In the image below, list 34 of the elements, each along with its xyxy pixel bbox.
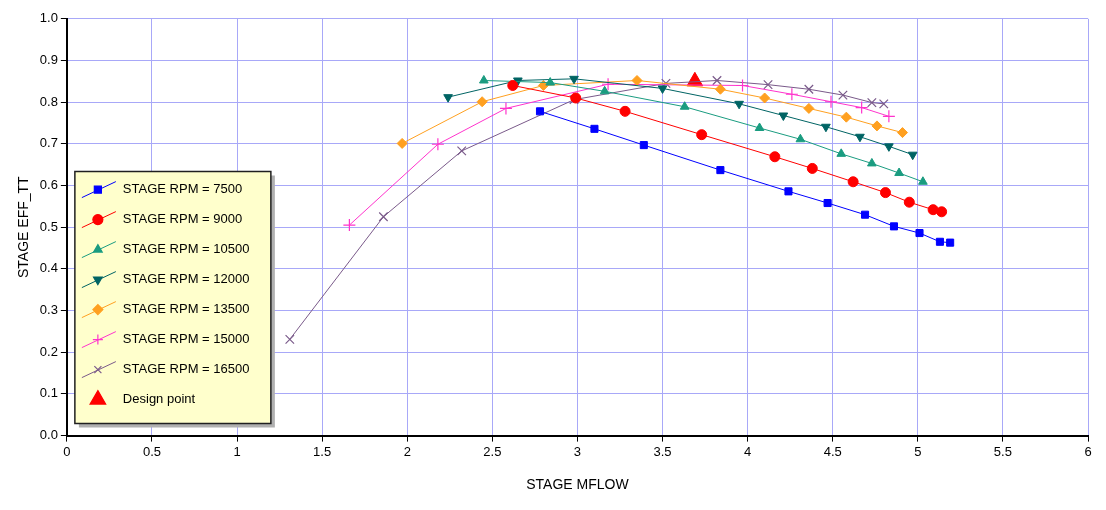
y-tick-label: 0.7 (39, 135, 58, 151)
x-tick-label: 1 (233, 443, 241, 459)
y-tick-label: 0.8 (39, 93, 58, 109)
x-tick-label: 5.5 (993, 443, 1012, 459)
legend-label: Design point (122, 391, 196, 407)
legend-label: STAGE RPM = 13500 (122, 301, 250, 317)
y-tick-label: 0.1 (39, 385, 58, 401)
x-tick-label: 3 (573, 443, 582, 459)
x-tick-label: 4.5 (823, 443, 842, 459)
legend-label: STAGE RPM = 9000 (122, 211, 243, 227)
y-tick-label: 1.0 (39, 10, 58, 26)
y-axis-title: STAGE EFF_TT (15, 175, 32, 279)
x-tick-label: 2.5 (483, 443, 502, 459)
x-axis-title: STAGE MFLOW (526, 476, 630, 493)
y-tick-label: 0.9 (39, 52, 58, 68)
y-tick-label: 0.4 (39, 260, 58, 276)
legend-label: STAGE RPM = 7500 (122, 181, 243, 197)
legend-label: STAGE RPM = 15000 (122, 331, 250, 347)
x-tick-label: 4 (744, 443, 752, 459)
x-tick-label: 5 (914, 443, 922, 459)
x-tick-label: 1.5 (313, 443, 332, 459)
y-tick-label: 0.6 (39, 177, 58, 193)
y-tick-label: 0.3 (39, 302, 58, 318)
legend-label: STAGE RPM = 12000 (122, 271, 250, 287)
x-tick-label: 0 (63, 443, 71, 459)
y-tick-label: 0.0 (39, 427, 58, 443)
x-tick-label: 0.5 (142, 443, 161, 459)
legend-label: STAGE RPM = 10500 (122, 241, 250, 257)
legend-label: STAGE RPM = 16500 (122, 361, 250, 377)
y-tick-label: 0.2 (39, 343, 58, 359)
x-tick-label: 3.5 (653, 443, 672, 459)
x-tick-label: 6 (1084, 443, 1092, 459)
x-tick-label: 2 (403, 443, 411, 459)
y-tick-label: 0.5 (39, 218, 58, 234)
